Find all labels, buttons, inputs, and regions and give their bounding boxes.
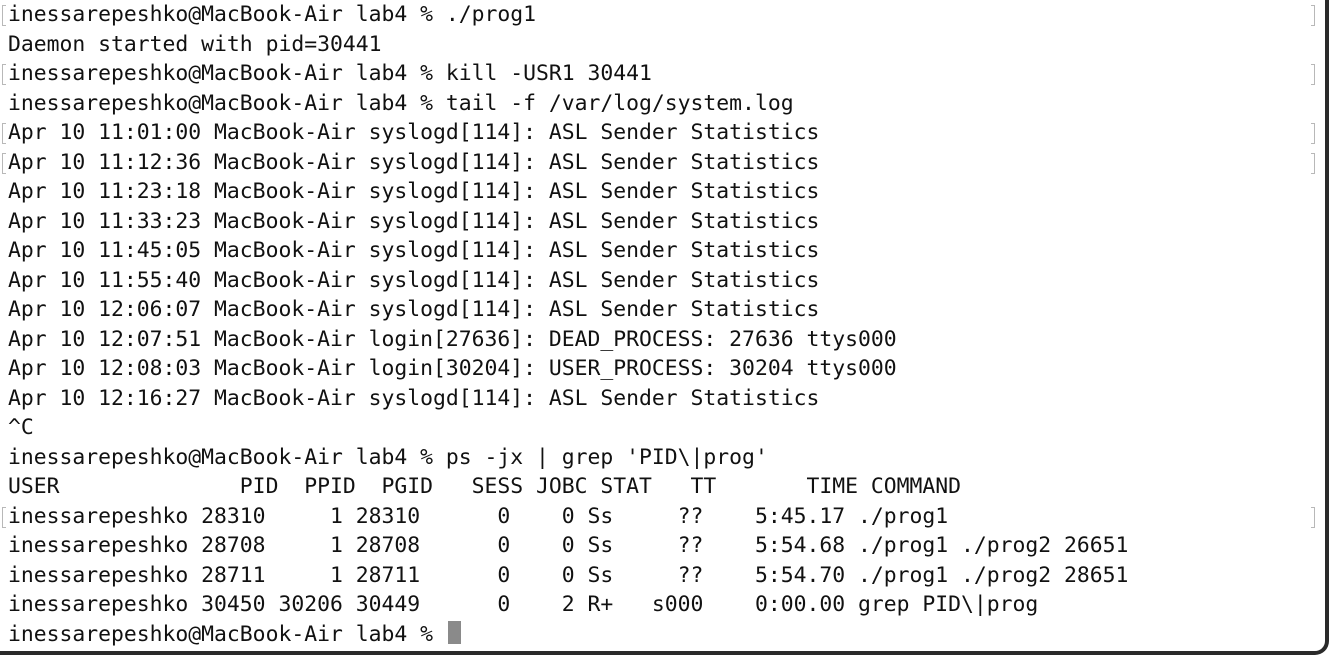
ps-row: inessarepeshko 28711 1 28711 0 0 Ss ?? 5… xyxy=(8,562,1129,588)
terminal-line: inessarepeshko@MacBook-Air lab4 % ./prog… xyxy=(2,0,1315,30)
terminal-line: Apr 10 11:12:36 MacBook-Air syslogd[114]… xyxy=(2,148,1315,178)
terminal-line: Apr 10 11:45:05 MacBook-Air syslogd[114]… xyxy=(8,238,820,263)
terminal-line: Apr 10 11:33:23 MacBook-Air syslogd[114]… xyxy=(8,208,820,234)
terminal-line: inessarepeshko@MacBook-Air lab4 % tail -… xyxy=(8,90,794,116)
terminal-line: Apr 10 11:01:00 MacBook-Air syslogd[114]… xyxy=(2,118,1315,148)
terminal-line: inessarepeshko@MacBook-Air lab4 % kill -… xyxy=(2,59,1315,89)
terminal-line: Apr 10 12:06:07 MacBook-Air syslogd[114]… xyxy=(8,297,820,322)
ps-header-row: USER PID PPID PGID SESS JOBC STAT TT TIM… xyxy=(8,474,961,499)
text-cursor xyxy=(447,621,461,644)
terminal-line: Apr 10 11:23:18 MacBook-Air syslogd[114]… xyxy=(8,179,820,204)
terminal-line: Daemon started with pid=30441 xyxy=(8,31,382,57)
terminal-line: Apr 10 12:16:27 MacBook-Air syslogd[114]… xyxy=(8,385,820,411)
prompt-line[interactable]: inessarepeshko@MacBook-Air lab4 % xyxy=(8,620,1311,650)
ps-row: inessarepeshko 28310 1 28310 0 0 Ss ?? 5… xyxy=(2,502,1315,532)
terminal-line: Apr 10 12:08:03 MacBook-Air login[30204]… xyxy=(8,356,897,381)
terminal-line: inessarepeshko@MacBook-Air lab4 % ps -jx… xyxy=(8,444,768,470)
terminal-line: ^C xyxy=(8,415,34,440)
ps-row: inessarepeshko 28708 1 28708 0 0 Ss ?? 5… xyxy=(8,533,1129,558)
terminal-line: Apr 10 11:55:40 MacBook-Air syslogd[114]… xyxy=(8,267,820,293)
ps-row: inessarepeshko 30450 30206 30449 0 2 R+ … xyxy=(8,592,1039,617)
terminal-line: Apr 10 12:07:51 MacBook-Air login[27636]… xyxy=(8,326,897,352)
prompt-text: inessarepeshko@MacBook-Air lab4 % xyxy=(8,621,446,647)
